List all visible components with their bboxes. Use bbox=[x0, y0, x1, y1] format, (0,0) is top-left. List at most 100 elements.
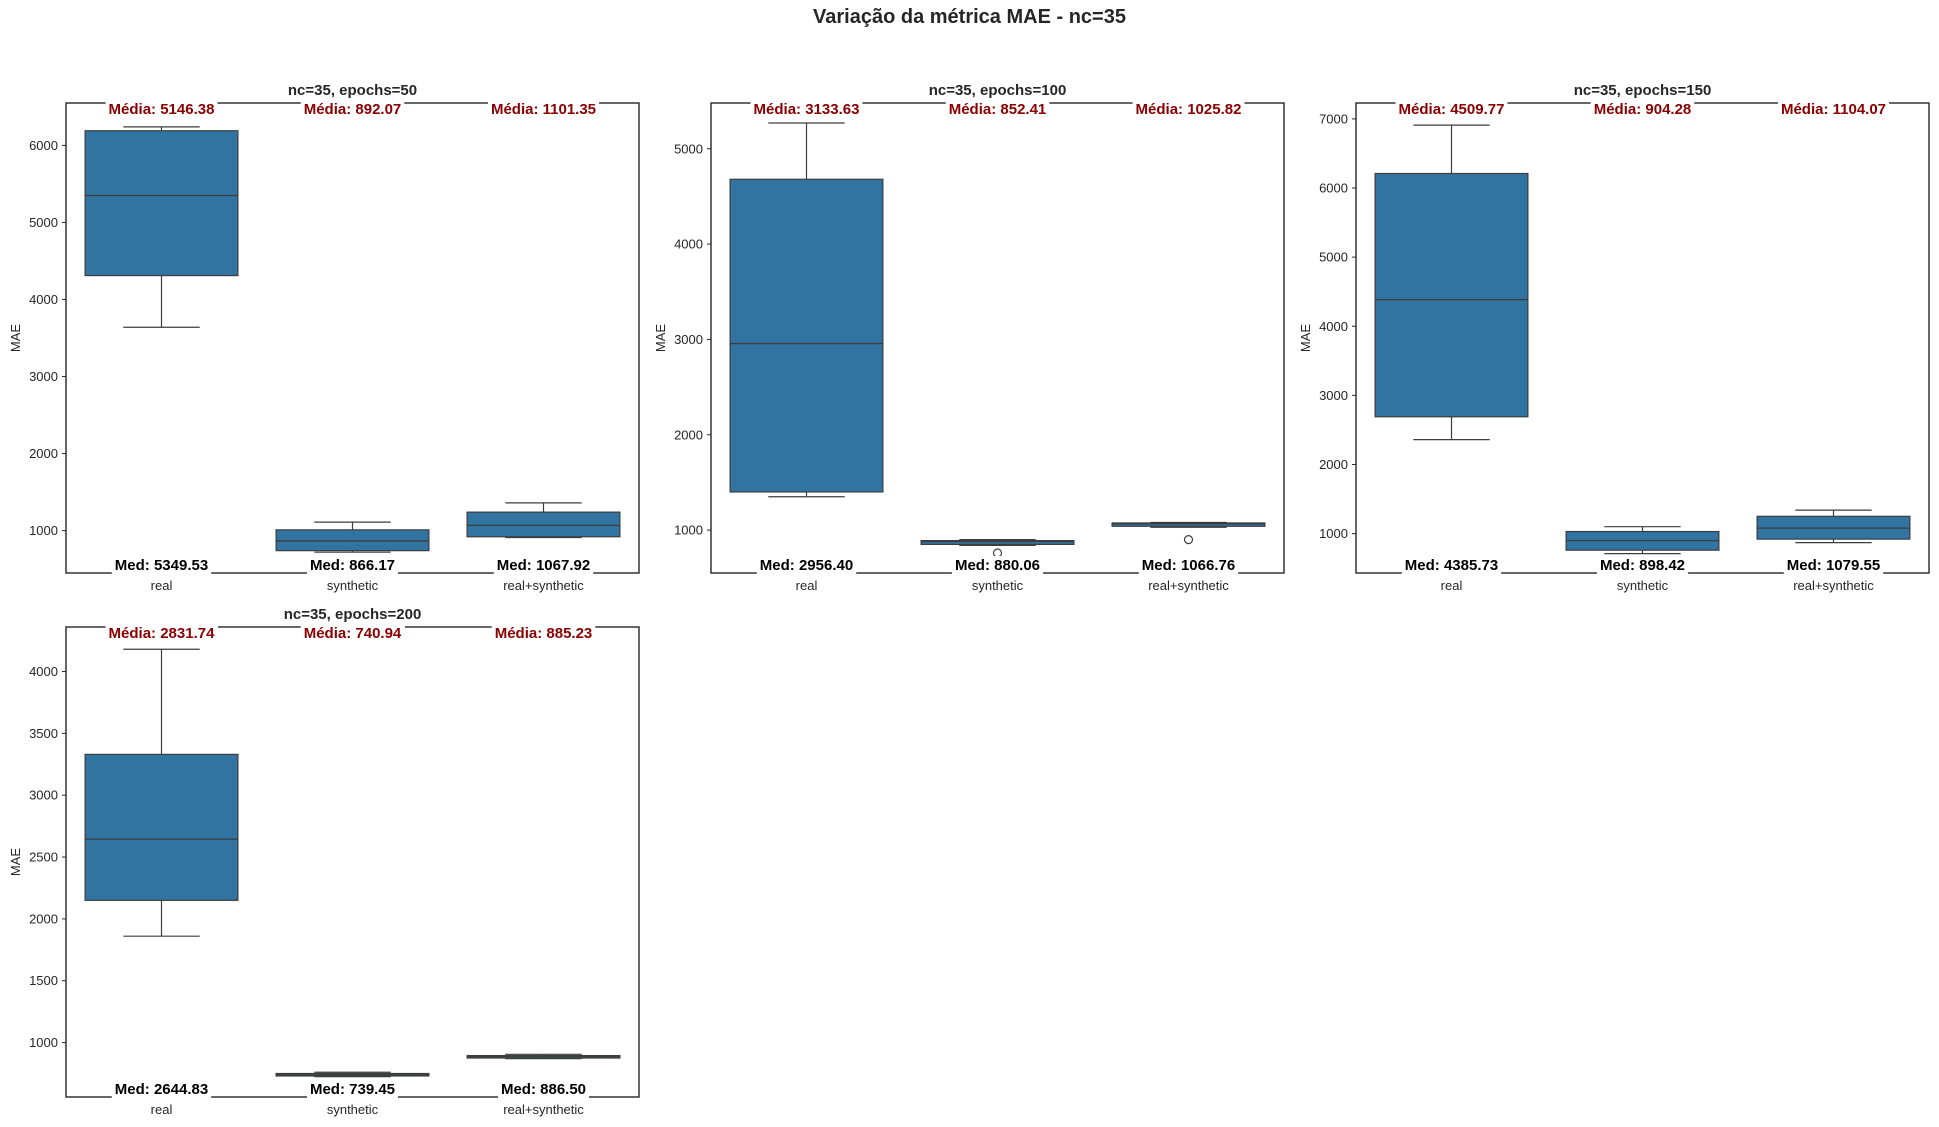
y-tick-label: 4000 bbox=[29, 292, 58, 307]
median-label: Med: 5349.53 bbox=[115, 557, 208, 574]
y-tick-label: 5000 bbox=[674, 141, 703, 156]
box-synthetic bbox=[1565, 526, 1720, 555]
y-tick-label: 2000 bbox=[29, 911, 58, 926]
y-tick-label: 3000 bbox=[29, 788, 58, 803]
x-tick-label: real+synthetic bbox=[503, 578, 584, 593]
x-tick-label: synthetic bbox=[972, 578, 1024, 593]
y-tick-label: 3000 bbox=[1319, 388, 1348, 403]
x-tick-label: real bbox=[151, 1102, 173, 1117]
box-body bbox=[1374, 172, 1529, 418]
y-tick-label: 1000 bbox=[29, 523, 58, 538]
subplot-4: nc=35, epochs=200 MAE 1000 1500 2000 2500 3000… bbox=[8, 606, 640, 1117]
median-label-bg bbox=[111, 1080, 212, 1099]
mean-label: Média: 1101.35 bbox=[491, 101, 596, 118]
box-synthetic bbox=[275, 521, 430, 553]
box-body bbox=[729, 178, 884, 493]
box-real bbox=[84, 126, 239, 328]
y-axis-label: MAE bbox=[8, 324, 23, 353]
x-tick-label: synthetic bbox=[1617, 578, 1669, 593]
mean-label-bg bbox=[105, 624, 219, 643]
box-real+synthetic bbox=[1111, 521, 1266, 545]
mean-label: Média: 852.41 bbox=[949, 101, 1047, 118]
y-tick-label: 1000 bbox=[1319, 526, 1348, 541]
mean-label-bg bbox=[1132, 100, 1245, 119]
mean-label: Média: 5146.38 bbox=[109, 101, 215, 118]
median-label: Med: 2956.40 bbox=[760, 557, 853, 574]
box-real bbox=[729, 122, 884, 498]
median-label-bg bbox=[1783, 556, 1884, 575]
median-label: Med: 4385.73 bbox=[1405, 557, 1498, 574]
y-tick-label: 2000 bbox=[29, 446, 58, 461]
subplot-title: nc=35, epochs=100 bbox=[929, 82, 1067, 99]
y-tick-label: 3000 bbox=[29, 369, 58, 384]
y-tick-label: 3500 bbox=[29, 726, 58, 741]
mean-label: Média: 885.23 bbox=[495, 625, 593, 642]
median-label-bg bbox=[497, 1080, 590, 1099]
x-tick-label: real bbox=[796, 578, 818, 593]
y-tick-label: 7000 bbox=[1319, 111, 1348, 126]
y-axis-label: MAE bbox=[653, 324, 668, 353]
subplot-title: nc=35, epochs=50 bbox=[288, 82, 417, 99]
y-tick-label: 1000 bbox=[29, 1035, 58, 1050]
x-tick-label: synthetic bbox=[327, 1102, 379, 1117]
median-label: Med: 866.17 bbox=[310, 557, 395, 574]
figure-title: Variação da métrica MAE - nc=35 bbox=[813, 6, 1126, 28]
median-label: Med: 1067.92 bbox=[497, 557, 590, 574]
box-real bbox=[1374, 124, 1529, 441]
median-label-bg bbox=[1401, 556, 1502, 575]
y-tick-label: 6000 bbox=[1319, 181, 1348, 196]
x-tick-label: real bbox=[1441, 578, 1463, 593]
mean-label-bg bbox=[945, 100, 1050, 119]
box-body bbox=[84, 753, 239, 901]
subplot-title: nc=35, epochs=150 bbox=[1574, 82, 1712, 99]
box-body bbox=[466, 511, 621, 538]
subplot-3: nc=35, epochs=150 MAE 1000 2000 3000 4000 5000… bbox=[1298, 82, 1930, 593]
y-tick-label: 4000 bbox=[1319, 319, 1348, 334]
median-label-bg bbox=[756, 556, 857, 575]
mean-label-bg bbox=[1777, 100, 1890, 119]
mean-label: Média: 904.28 bbox=[1594, 101, 1692, 118]
y-tick-label: 3000 bbox=[674, 332, 703, 347]
x-tick-label: real+synthetic bbox=[503, 1102, 584, 1117]
y-tick-label: 5000 bbox=[1319, 250, 1348, 265]
y-tick-label: 2000 bbox=[1319, 457, 1348, 472]
mean-label: Média: 892.07 bbox=[304, 101, 402, 118]
x-tick-label: real bbox=[151, 578, 173, 593]
outlier-point bbox=[992, 548, 1003, 558]
mean-label-bg bbox=[1395, 100, 1508, 119]
box-real+synthetic bbox=[1756, 509, 1911, 544]
mean-label: Média: 740.94 bbox=[304, 625, 402, 642]
mean-label-bg bbox=[487, 100, 600, 119]
median-label-bg bbox=[493, 556, 594, 575]
box-body bbox=[84, 130, 239, 277]
median-label: Med: 880.06 bbox=[955, 557, 1040, 574]
box-synthetic bbox=[275, 1071, 430, 1078]
median-label: Med: 1079.55 bbox=[1787, 557, 1880, 574]
mean-label-bg bbox=[105, 100, 218, 119]
y-tick-label: 6000 bbox=[29, 138, 58, 153]
mean-label: Média: 4509.77 bbox=[1399, 101, 1505, 118]
box-real bbox=[84, 648, 239, 937]
mean-label-bg bbox=[300, 624, 405, 643]
x-tick-label: real+synthetic bbox=[1793, 578, 1874, 593]
median-label: Med: 1066.76 bbox=[1142, 557, 1235, 574]
y-tick-label: 5000 bbox=[29, 215, 58, 230]
y-tick-label: 4000 bbox=[674, 237, 703, 252]
box-real+synthetic bbox=[466, 502, 621, 539]
median-label: Med: 886.50 bbox=[501, 1081, 586, 1098]
x-tick-label: real+synthetic bbox=[1148, 578, 1229, 593]
y-axis-label: MAE bbox=[8, 848, 23, 877]
median-label-bg bbox=[306, 1080, 399, 1099]
mean-label-bg bbox=[491, 624, 596, 643]
outlier-point bbox=[1183, 535, 1194, 545]
median-label: Med: 898.42 bbox=[1600, 557, 1685, 574]
box-synthetic bbox=[920, 539, 1075, 558]
y-tick-label: 2000 bbox=[674, 427, 703, 442]
box-body bbox=[1111, 522, 1266, 527]
subplot-1: nc=35, epochs=50 MAE 1000 2000 3000 4000 5000 6… bbox=[8, 82, 640, 593]
mean-label-bg bbox=[300, 100, 405, 119]
subplot-2: nc=35, epochs=100 MAE 1000 2000 3000 4000 5000… bbox=[653, 82, 1285, 593]
y-tick-label: 1500 bbox=[29, 973, 58, 988]
box-body bbox=[920, 539, 1075, 545]
